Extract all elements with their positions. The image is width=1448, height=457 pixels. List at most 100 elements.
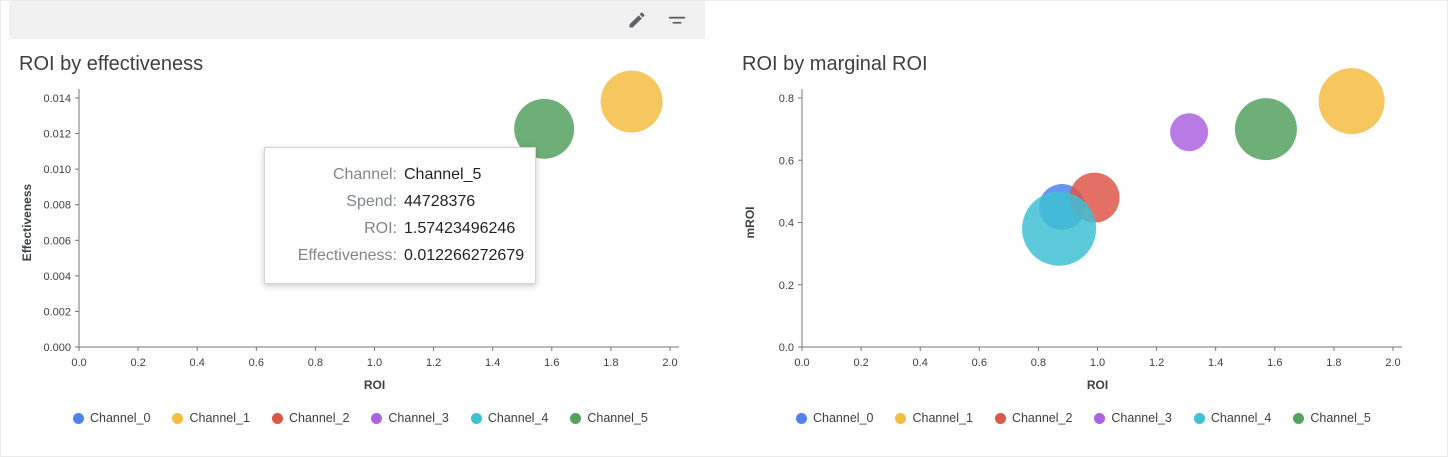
legend-item-Channel_0[interactable]: Channel_0 [796,411,873,425]
y-tick-label: 0.002 [43,306,71,318]
x-tick-label: 0.4 [913,357,928,369]
tooltip-value: 1.57423496246 [404,220,516,237]
legend-label: Channel_3 [388,411,449,425]
pencil-icon [629,12,645,28]
x-tick-label: 0.8 [1031,357,1046,369]
legend-label: Channel_5 [1310,411,1371,425]
tooltip-row: Channel: Channel_5 [275,161,519,188]
tooltip-label: Channel: [332,166,397,183]
bubble-Channel_5[interactable] [1234,98,1297,161]
x-tick-label: 1.8 [1326,357,1341,369]
legend-item-Channel_4[interactable]: Channel_4 [1193,411,1272,425]
chart-title-roi-effectiveness: ROI by effectiveness [19,53,204,75]
charts-row: ROI by effectiveness 0.0 0.2 0.4 0.6 0.8 1.0 1… [1,41,1447,425]
y-axis-title: mROI [743,206,757,238]
legend-label: Channel_3 [1111,411,1172,425]
legend-dot [1193,412,1205,424]
tooltip-row: Spend: 44728376 [275,188,519,215]
legend-item-Channel_2[interactable]: Channel_2 [271,411,350,425]
bubble-Channel_3[interactable] [1170,113,1209,152]
x-tick-label: 2.0 [1385,357,1400,369]
x-tick-label: 1.4 [1208,357,1223,369]
chart-title-roi-mroi: ROI by marginal ROI [742,53,928,75]
bubble-Channel_4[interactable] [1022,191,1097,266]
filter-button[interactable] [661,4,693,36]
x-tick-label: 2.0 [662,357,677,369]
legend-item-Channel_1[interactable]: Channel_1 [895,411,973,425]
tooltip-label: Spend: [346,193,397,210]
x-tick-label: 1.2 [1149,357,1164,369]
x-tick-label: 0.6 [249,357,264,369]
y-tick-label: 0.004 [43,271,71,283]
x-tick-label: 1.8 [603,357,618,369]
y-tick-label: 0.000 [43,342,71,354]
y-tick-label: 0.2 [779,280,794,292]
y-tick-label: 0.006 [43,235,71,247]
legend-label: Channel_5 [587,411,648,425]
legend-dot [371,412,383,424]
legend-label: Channel_1 [912,411,973,425]
x-tick-label: 0.0 [794,357,809,369]
x-tick-label: 1.2 [426,357,441,369]
chart-tooltip: Channel: Channel_5 Spend: 44728376 ROI: … [264,147,536,284]
legend-label: Channel_4 [1210,411,1272,425]
legend-dot [796,412,807,424]
x-tick-label: 1.0 [367,357,382,369]
y-tick-label: 0.010 [43,164,71,176]
y-tick-label: 0.0 [779,342,794,354]
legend-item-Channel_0[interactable]: Channel_0 [73,411,150,425]
chart-card-roi-mroi: ROI by marginal ROI 0.0 0.2 0.4 0.6 0.8 1.0 1.… [724,41,1447,425]
legend-dot [470,412,482,424]
legend-item-Channel_1[interactable]: Channel_1 [172,411,250,425]
legend-label: Channel_4 [487,411,549,425]
y-axis-title: Effectiveness [20,183,34,261]
x-axis-title: ROI [1087,378,1108,392]
legend-item-Channel_4[interactable]: Channel_4 [470,411,549,425]
legend-dot [172,412,184,424]
legend-dot [570,412,582,424]
x-tick-label: 0.8 [308,357,323,369]
x-tick-label: 1.6 [1267,357,1282,369]
bubble-Channel_1[interactable] [600,70,663,133]
y-tick-label: 0.8 [779,93,794,105]
filter-icon [668,16,686,24]
y-tick-label: 0.014 [43,93,71,105]
legend-dot [1293,412,1305,424]
legend-item-Channel_3[interactable]: Channel_3 [371,411,449,425]
x-tick-label: 0.0 [71,357,86,369]
x-tick-label: 0.2 [130,357,145,369]
bubble-Channel_1[interactable] [1318,68,1385,135]
legend-dot [73,412,84,424]
x-tick-label: 0.4 [190,357,205,369]
tooltip-row: Effectiveness: 0.012266272679 [275,242,524,269]
legend-item-Channel_2[interactable]: Channel_2 [994,411,1073,425]
chart-card-roi-effectiveness: ROI by effectiveness 0.0 0.2 0.4 0.6 0.8 1.0 1… [1,41,724,425]
tooltip-row: ROI: 1.57423496246 [275,215,519,242]
legend-item-Channel_5[interactable]: Channel_5 [1293,411,1371,425]
legend-item-Channel_3[interactable]: Channel_3 [1094,411,1172,425]
legend-dot [994,412,1006,424]
legend-dot [895,412,907,424]
y-tick-label: 0.008 [43,200,71,212]
roi-mroi-chart: 0.0 0.2 0.4 0.6 0.8 1.0 1.2 1.4 1.6 1.8 2.0 0.0 0.2 0… [743,68,1402,392]
legend-label: Channel_2 [1011,411,1073,425]
legend-item-Channel_5[interactable]: Channel_5 [570,411,648,425]
y-tick-label: 0.6 [779,155,794,167]
chart-toolbar [9,1,705,39]
legend-label: Channel_1 [189,411,250,425]
x-axis-title: ROI [364,378,385,392]
legend-label: Channel_2 [288,411,350,425]
bubble-Channel_5[interactable] [514,98,575,159]
edit-button[interactable] [621,4,653,36]
x-tick-label: 1.0 [1090,357,1105,369]
legend-roi-effectiveness: Channel_0 Channel_1 Channel_2 Channel_3 Chan… [73,411,724,425]
x-tick-label: 1.6 [544,357,559,369]
x-tick-label: 1.4 [485,357,500,369]
x-tick-label: 0.6 [972,357,987,369]
x-tick-label: 0.2 [853,357,868,369]
legend-label: Channel_0 [813,411,874,425]
legend-dot [1094,412,1106,424]
tooltip-value: 0.012266272679 [404,247,525,264]
tooltip-value: Channel_5 [404,166,482,183]
